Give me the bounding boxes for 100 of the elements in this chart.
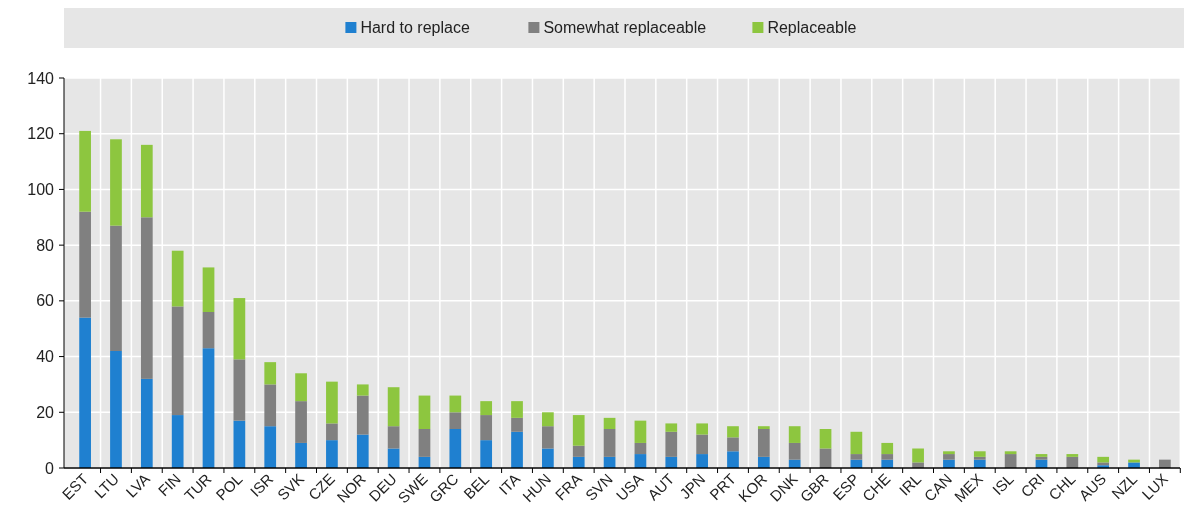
bar bbox=[634, 442, 647, 455]
x-tick-label: USA bbox=[612, 470, 647, 504]
bar bbox=[110, 225, 122, 351]
bar bbox=[480, 415, 493, 441]
bar bbox=[171, 306, 184, 416]
bar bbox=[356, 384, 369, 396]
bar bbox=[110, 351, 122, 468]
bar bbox=[603, 417, 616, 429]
bar bbox=[973, 451, 986, 457]
y-tick-label: 40 bbox=[36, 348, 55, 366]
bar bbox=[356, 395, 369, 435]
bar bbox=[1066, 456, 1079, 468]
bar bbox=[140, 217, 153, 379]
x-tick-label: ISL bbox=[988, 470, 1017, 499]
bar bbox=[943, 454, 955, 460]
bar bbox=[603, 429, 616, 457]
bar bbox=[511, 401, 523, 418]
bar bbox=[572, 456, 585, 468]
bar bbox=[696, 454, 708, 468]
bar bbox=[171, 250, 184, 307]
bar bbox=[665, 423, 678, 432]
bar bbox=[665, 456, 678, 468]
bar bbox=[202, 348, 215, 468]
bar bbox=[449, 395, 462, 413]
bar bbox=[326, 381, 338, 424]
bar bbox=[542, 426, 554, 449]
bar bbox=[665, 431, 678, 457]
bar bbox=[264, 362, 277, 385]
bar bbox=[788, 426, 801, 443]
y-tick-label: 60 bbox=[36, 292, 55, 310]
bar bbox=[79, 211, 91, 318]
bar bbox=[110, 139, 122, 226]
bar bbox=[264, 426, 277, 468]
bar bbox=[572, 415, 585, 446]
bar bbox=[634, 420, 647, 443]
bar bbox=[233, 359, 246, 421]
y-tick-label: 100 bbox=[27, 181, 55, 199]
x-tick-label: POL bbox=[212, 470, 246, 504]
bar bbox=[202, 267, 215, 312]
bar bbox=[79, 130, 91, 212]
bar bbox=[696, 423, 708, 435]
x-tick-label: LVA bbox=[122, 470, 153, 501]
bar bbox=[295, 401, 307, 443]
bar bbox=[850, 431, 863, 455]
bar bbox=[387, 387, 400, 427]
bar bbox=[295, 373, 307, 402]
bar bbox=[295, 442, 307, 468]
bar bbox=[511, 417, 523, 432]
bar bbox=[480, 440, 493, 468]
bar bbox=[326, 440, 338, 468]
bar bbox=[696, 434, 708, 455]
x-tick-label: CRI bbox=[1017, 470, 1048, 501]
bar bbox=[881, 454, 894, 460]
bar bbox=[850, 454, 863, 460]
bar bbox=[757, 426, 770, 429]
bar bbox=[912, 448, 924, 463]
legend-label: Hard to replace bbox=[360, 19, 470, 36]
bar bbox=[973, 456, 986, 460]
y-tick-label: 80 bbox=[36, 236, 55, 254]
x-tick-label: BEL bbox=[460, 470, 493, 503]
bar bbox=[788, 442, 801, 460]
bar bbox=[819, 429, 832, 449]
bar bbox=[202, 312, 215, 349]
y-tick-label: 120 bbox=[27, 125, 55, 143]
bar bbox=[572, 445, 585, 457]
bar bbox=[727, 437, 739, 452]
bar bbox=[542, 448, 554, 468]
bar bbox=[542, 412, 554, 427]
bar bbox=[79, 317, 91, 468]
bar bbox=[264, 384, 277, 427]
bar bbox=[881, 442, 894, 455]
y-tick-label: 0 bbox=[45, 459, 55, 477]
bar bbox=[757, 429, 770, 457]
bar bbox=[1097, 456, 1110, 463]
bar bbox=[1004, 451, 1017, 455]
bar bbox=[511, 431, 523, 468]
bar bbox=[449, 412, 462, 429]
y-tick-label: 20 bbox=[36, 403, 55, 421]
bar bbox=[912, 462, 924, 468]
bar bbox=[387, 426, 400, 449]
bar bbox=[1128, 462, 1140, 468]
x-tick-label: JPN bbox=[676, 470, 709, 503]
y-tick-label: 140 bbox=[27, 69, 55, 87]
x-tick-label: IRL bbox=[895, 470, 925, 499]
bar bbox=[140, 378, 153, 468]
bar bbox=[326, 423, 338, 441]
bar bbox=[356, 434, 369, 468]
bar bbox=[233, 298, 246, 360]
legend-label: Replaceable bbox=[767, 19, 857, 36]
x-tick-label: ISR bbox=[246, 469, 277, 500]
bar bbox=[757, 456, 770, 468]
bar bbox=[418, 429, 431, 457]
bar bbox=[727, 451, 739, 468]
x-tick-label: CHL bbox=[1045, 470, 1079, 504]
x-tick-label: NZL bbox=[1108, 470, 1141, 503]
bar bbox=[140, 144, 153, 218]
bar bbox=[1066, 454, 1079, 457]
bar bbox=[171, 415, 184, 468]
legend-label: Somewhat replaceable bbox=[543, 19, 707, 36]
bar bbox=[480, 401, 493, 416]
